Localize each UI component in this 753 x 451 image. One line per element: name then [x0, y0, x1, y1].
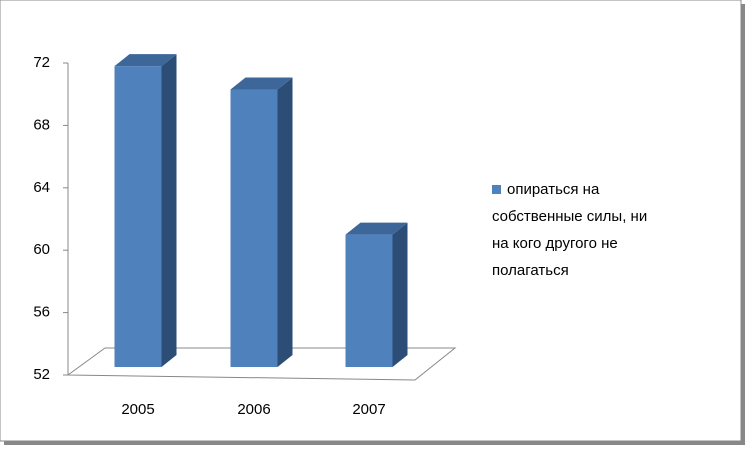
- bar-front: [345, 234, 393, 367]
- y-tick-label: 72: [33, 54, 50, 71]
- bar: [230, 77, 293, 368]
- y-tick-label: 56: [33, 304, 50, 321]
- bar-side: [161, 54, 177, 368]
- y-tick-label: 68: [33, 116, 50, 133]
- bar-side: [277, 77, 293, 368]
- y-tick-label: 60: [33, 241, 50, 258]
- bar-front: [114, 66, 162, 368]
- y-tick-label: 64: [33, 179, 50, 196]
- x-tick-label: 2007: [352, 401, 385, 418]
- y-tick-label: 52: [33, 366, 50, 383]
- bar-top: [230, 77, 293, 90]
- legend-label: опираться на собственные силы, ни на ког…: [492, 181, 648, 279]
- bar-top: [114, 54, 177, 67]
- x-tick-label: 2006: [237, 401, 270, 418]
- bar: [114, 54, 177, 368]
- bar-side: [392, 222, 408, 367]
- legend: опираться на собственные силы, ни на ког…: [492, 176, 652, 284]
- bar: [345, 222, 408, 367]
- bar-front: [230, 89, 278, 368]
- bar-top: [345, 222, 408, 235]
- x-tick-label: 2005: [121, 401, 154, 418]
- legend-swatch: [492, 185, 501, 194]
